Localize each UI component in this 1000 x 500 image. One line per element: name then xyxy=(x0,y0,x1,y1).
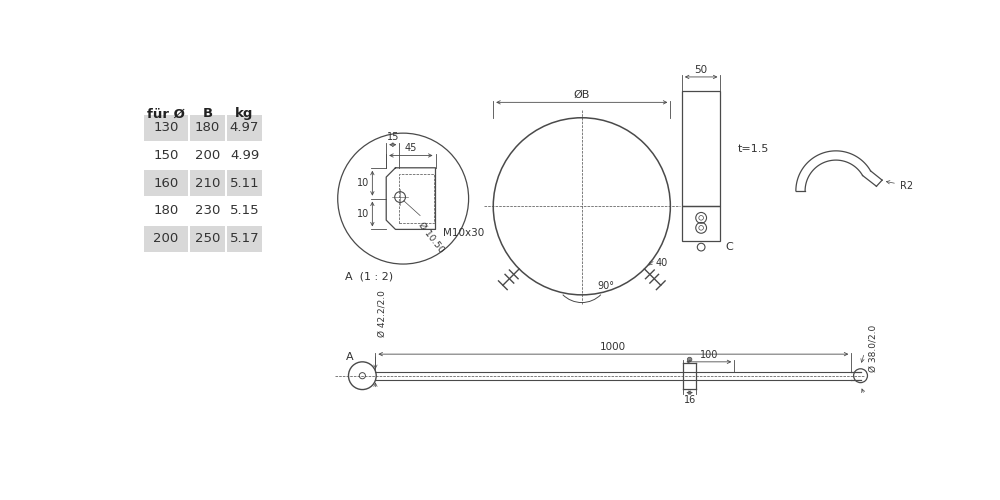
Bar xyxy=(144,114,188,141)
Text: 10: 10 xyxy=(357,209,369,219)
Text: 45: 45 xyxy=(405,143,417,153)
Text: M10x30: M10x30 xyxy=(443,228,484,238)
Text: t=1.5: t=1.5 xyxy=(737,144,769,154)
Text: 230: 230 xyxy=(195,204,220,218)
Bar xyxy=(227,226,262,252)
Text: Ø 38.0/2.0: Ø 38.0/2.0 xyxy=(868,324,877,372)
Text: 250: 250 xyxy=(195,232,220,245)
Text: für Ø: für Ø xyxy=(147,108,185,120)
Text: 10: 10 xyxy=(357,178,369,188)
Text: 130: 130 xyxy=(153,122,179,134)
Text: C: C xyxy=(725,242,733,252)
Bar xyxy=(144,170,188,196)
Bar xyxy=(190,226,225,252)
Text: 5.11: 5.11 xyxy=(230,176,259,190)
Text: ØB: ØB xyxy=(574,90,590,100)
Text: Ø 10.50: Ø 10.50 xyxy=(417,220,446,254)
Text: B: B xyxy=(203,108,213,120)
Text: R2: R2 xyxy=(886,180,913,190)
Text: 5.15: 5.15 xyxy=(230,204,259,218)
Text: 5.17: 5.17 xyxy=(230,232,259,245)
Text: 40: 40 xyxy=(655,258,667,268)
Text: A: A xyxy=(345,352,353,362)
Bar xyxy=(190,170,225,196)
Text: 90°: 90° xyxy=(597,282,614,292)
Text: 15: 15 xyxy=(387,132,399,142)
Bar xyxy=(227,170,262,196)
Text: 150: 150 xyxy=(153,149,179,162)
Text: 180: 180 xyxy=(153,204,179,218)
Text: Ø 42.2/2.0: Ø 42.2/2.0 xyxy=(377,290,386,337)
Text: 50: 50 xyxy=(695,64,708,74)
Text: kg: kg xyxy=(235,108,254,120)
Text: 16: 16 xyxy=(683,395,696,405)
Text: 4.97: 4.97 xyxy=(230,122,259,134)
Bar xyxy=(227,114,262,141)
Text: 100: 100 xyxy=(700,350,718,360)
Text: 200: 200 xyxy=(153,232,179,245)
Bar xyxy=(682,91,720,206)
Bar xyxy=(144,226,188,252)
Bar xyxy=(682,206,720,241)
Text: A  (1 : 2): A (1 : 2) xyxy=(345,272,394,281)
Bar xyxy=(399,174,434,223)
Text: 4.99: 4.99 xyxy=(230,149,259,162)
Text: 200: 200 xyxy=(195,149,220,162)
Text: 210: 210 xyxy=(195,176,220,190)
Circle shape xyxy=(687,357,692,362)
Bar xyxy=(190,114,225,141)
Text: 1000: 1000 xyxy=(600,342,626,352)
Text: 180: 180 xyxy=(195,122,220,134)
Text: 160: 160 xyxy=(153,176,179,190)
